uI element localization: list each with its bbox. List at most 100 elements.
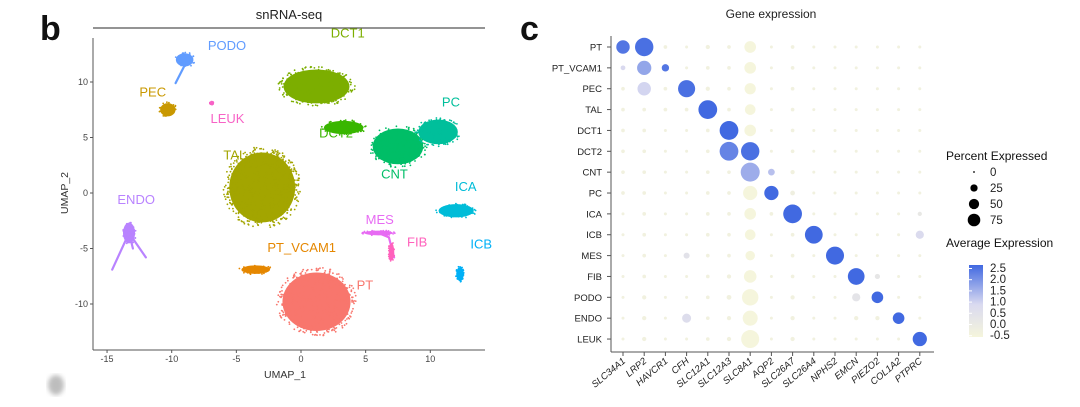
cell-point: [282, 191, 285, 194]
cell-point: [265, 186, 267, 189]
dot-pt_vcam1-slc26a4: [812, 66, 816, 70]
cell-point: [345, 322, 348, 325]
cell-point: [255, 158, 257, 160]
dot-tal-col1a2: [897, 108, 901, 112]
cell-point: [300, 272, 303, 274]
umap-plot: snRNA-seq PODOPECLEUKDCT1DCT2CNTPCTALICA…: [59, 7, 492, 381]
cell-point: [240, 172, 243, 175]
cell-point: [458, 135, 460, 138]
cell-point: [235, 212, 238, 215]
umap-clusters: [111, 51, 477, 337]
dot-pec-havcr1: [663, 86, 668, 91]
cell-point: [161, 107, 164, 109]
cell-point: [327, 79, 330, 82]
cell-point: [245, 159, 248, 162]
cell-point: [283, 95, 285, 98]
cell-point: [382, 139, 385, 142]
cell-point: [447, 208, 450, 210]
cell-point: [374, 140, 376, 143]
cell-point: [385, 229, 388, 232]
cell-point: [345, 74, 348, 76]
cell-point: [458, 276, 461, 279]
cell-point: [291, 309, 294, 311]
cell-point: [289, 187, 292, 189]
cluster-tal: [222, 146, 301, 229]
cell-point: [291, 284, 294, 286]
cell-point: [303, 291, 306, 293]
cell-point: [379, 230, 382, 233]
cell-point: [398, 148, 400, 150]
dot-pc-ptprc: [918, 191, 922, 195]
cell-point: [322, 334, 325, 337]
cell-point: [296, 72, 299, 75]
cell-point: [437, 121, 440, 124]
cell-point: [325, 310, 328, 313]
x-tick-label: 10: [425, 354, 435, 364]
cell-point: [327, 276, 330, 278]
cell-point: [262, 265, 265, 268]
dot-pec-slc34a1: [621, 86, 625, 91]
cell-point: [283, 197, 285, 200]
cell-point: [271, 149, 274, 152]
cell-point: [305, 95, 308, 97]
cell-point: [349, 315, 352, 318]
cell-point: [281, 208, 284, 211]
cell-point: [289, 89, 292, 92]
cell-point: [409, 142, 412, 145]
cell-point: [276, 168, 279, 171]
cell-point: [320, 92, 322, 95]
cell-point: [326, 297, 329, 300]
cell-point: [279, 199, 282, 202]
cell-point: [283, 185, 285, 188]
cell-point: [241, 269, 244, 272]
cell-point: [288, 93, 291, 95]
cell-point: [229, 202, 232, 205]
cell-point: [251, 178, 254, 181]
cell-point: [335, 295, 338, 298]
cell-point: [304, 90, 307, 93]
cell-point: [269, 226, 272, 229]
cell-point: [184, 57, 187, 60]
cell-point: [342, 93, 345, 95]
cell-point: [292, 177, 294, 180]
cell-point: [362, 130, 365, 133]
cell-point: [398, 150, 401, 153]
cell-point: [443, 139, 446, 142]
cell-point: [162, 115, 165, 117]
cell-point: [338, 77, 341, 80]
dot-icb-nphs2: [833, 233, 837, 237]
cell-point: [389, 165, 392, 168]
cell-point: [248, 266, 251, 269]
cell-point: [250, 162, 253, 165]
cell-point: [323, 274, 326, 277]
cell-point: [328, 315, 330, 318]
cell-point: [238, 192, 240, 195]
cell-point: [414, 160, 416, 162]
cell-point: [437, 145, 440, 148]
cell-point: [301, 318, 303, 321]
cell-point: [223, 186, 226, 188]
cell-point: [188, 55, 191, 58]
cell-point: [426, 131, 428, 133]
cell-point: [322, 284, 324, 286]
legend-color-label: 0.0: [990, 319, 1006, 331]
row-label: PC: [589, 189, 602, 200]
dot-icb-aqp2: [769, 233, 773, 237]
cell-point: [292, 305, 295, 308]
cell-point: [345, 85, 347, 87]
cell-point: [387, 247, 390, 250]
cell-point: [268, 205, 271, 208]
cell-point: [317, 88, 319, 91]
cell-point: [255, 171, 258, 174]
cell-point: [245, 155, 247, 158]
cell-point: [257, 224, 260, 227]
cell-point: [278, 87, 281, 89]
cell-point: [240, 177, 242, 180]
cell-point: [441, 132, 444, 135]
cell-point: [280, 161, 283, 164]
cell-point: [419, 139, 422, 142]
cell-point: [297, 83, 300, 85]
cell-point: [330, 303, 333, 306]
cell-point: [319, 290, 321, 292]
